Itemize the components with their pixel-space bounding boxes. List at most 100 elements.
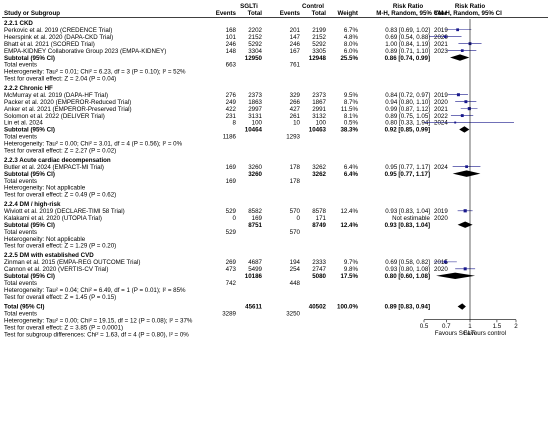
subtotal-total-2: 8749 [312, 222, 326, 229]
subtotal-weight: 17.5% [340, 273, 358, 280]
study-weight: 6.0% [344, 48, 359, 55]
total-diamond [457, 303, 466, 310]
study-total-2: 2991 [312, 106, 326, 113]
header-weight: Weight [337, 10, 358, 17]
subgroup-differences-text: Test for subgroup differences: Chi² = 1.… [4, 332, 189, 339]
x-tick-label: 1.5 [493, 323, 502, 330]
grand-total-events-1: 3289 [222, 311, 236, 318]
study-events-2: 427 [290, 106, 301, 113]
study-total-1: 2152 [248, 34, 262, 41]
study-events-2: 201 [290, 27, 301, 34]
total-events-1: 169 [226, 178, 237, 185]
total-events-1: 529 [226, 229, 237, 236]
study-point [456, 28, 460, 32]
study-weight: 6.4% [344, 164, 359, 171]
study-point [444, 35, 447, 38]
subtotal-label: Subtotal (95% CI) [4, 273, 55, 280]
total-events-label: Total events [4, 134, 37, 141]
study-year: 2019 [434, 27, 448, 34]
overall-effect-text: Test for overall effect: Z = 0.49 (P = 0… [4, 192, 116, 199]
total-events-1: 742 [226, 280, 237, 287]
study-events-2: 329 [290, 92, 301, 99]
total-events-label: Total events [4, 229, 37, 236]
subtotal-diamond [457, 221, 473, 228]
study-label: Zinman et al. 2015 (EMPA-REG OUTCOME Tri… [4, 259, 140, 266]
study-events-1: 168 [226, 27, 237, 34]
subtotal-total-2: 3262 [312, 171, 326, 178]
study-total-1: 5499 [248, 266, 262, 273]
heterogeneity-text: Heterogeneity: Tau² = 0.04; Chi² = 6.49,… [4, 287, 186, 294]
study-events-2: 178 [290, 164, 301, 171]
study-weight: 9.5% [344, 92, 359, 99]
study-year: 2020 [434, 34, 448, 41]
header-events-1: Events [216, 10, 237, 17]
subtotal-diamond [436, 272, 476, 279]
study-events-2: 254 [290, 266, 301, 273]
study-year: 2024 [434, 164, 448, 171]
study-ci: 0.94 [0.80, 1.10] [385, 99, 430, 106]
study-total-2: 1867 [312, 99, 326, 106]
study-weight: 9.7% [344, 259, 359, 266]
study-total-1: 1863 [248, 99, 262, 106]
subtotal-total-1: 3260 [248, 171, 262, 178]
total-total-1: 45611 [245, 304, 262, 311]
study-year: 2019 [434, 208, 448, 215]
study-label: Cannon et al. 2020 (VERTIS-CV Trial) [4, 266, 108, 273]
study-events-2: 0 [297, 215, 301, 222]
overall-effect-text: Test for overall effect: Z = 1.45 (P = 0… [4, 294, 116, 301]
study-total-1: 3260 [248, 164, 262, 171]
study-year: 2020 [434, 266, 448, 273]
study-events-1: 169 [226, 164, 237, 171]
study-ci: 0.83 [0.69, 1.02] [385, 27, 430, 34]
study-ci: 0.89 [0.71, 1.10] [385, 48, 430, 55]
header-study: Study or Subgroup [4, 10, 60, 17]
study-events-1: 231 [226, 113, 237, 120]
study-total-1: 2997 [248, 106, 262, 113]
study-total-2: 171 [316, 215, 327, 222]
total-events-label: Total events [4, 62, 37, 69]
study-year: 2020 [434, 99, 448, 106]
study-label: Bhatt et al. 2021 (SCORED Trial) [4, 41, 95, 48]
subtotal-total-1: 12950 [245, 55, 263, 62]
subtotal-diamond [459, 126, 470, 133]
study-events-2: 266 [290, 99, 301, 106]
subtotal-total-2: 12948 [309, 55, 327, 62]
total-weight: 100.0% [337, 304, 358, 311]
study-year: 2024 [434, 120, 448, 127]
grand-heterogeneity-text: Heterogeneity: Tau² = 0.00; Chi² = 19.15… [4, 318, 193, 325]
subtotal-label: Subtotal (95% CI) [4, 171, 55, 178]
total-events-2: 448 [290, 280, 301, 287]
study-events-1: 101 [226, 34, 237, 41]
total-events-2: 1293 [286, 134, 300, 141]
study-year: 2019 [434, 92, 448, 99]
grand-total-events-label: Total events [4, 311, 37, 318]
subtotal-label: Subtotal (95% CI) [4, 222, 55, 229]
subtotal-total-1: 8751 [248, 222, 262, 229]
subgroup-title: 2.2.5 DM with established CVD [4, 252, 94, 259]
header-events-2: Events [280, 10, 301, 17]
study-year: 2021 [434, 106, 448, 113]
header-year: Year [434, 10, 448, 17]
study-total-2: 100 [316, 120, 327, 127]
study-label: Butler et al. 2024 (EMPACT-MI Trial) [4, 164, 104, 171]
study-ci: 1.00 [0.84, 1.19] [385, 41, 430, 48]
study-total-1: 3131 [248, 113, 262, 120]
study-total-2: 3262 [312, 164, 326, 171]
study-weight: 4.8% [344, 34, 359, 41]
x-tick-label: 2 [514, 323, 518, 330]
study-events-1: 249 [226, 99, 237, 106]
subgroup-title: 2.2.4 DM / high-risk [4, 201, 61, 208]
heterogeneity-text: Heterogeneity: Not applicable [4, 185, 86, 192]
study-total-1: 100 [252, 120, 263, 127]
subtotal-ci: 0.95 [0.77, 1.17] [385, 171, 430, 178]
overall-effect-text: Test for overall effect: Z = 1.29 (P = 0… [4, 243, 116, 250]
study-ci: 0.84 [0.72, 0.97] [385, 92, 430, 99]
study-year: 2021 [434, 41, 448, 48]
study-total-2: 2373 [312, 92, 326, 99]
study-events-2: 10 [293, 120, 300, 127]
study-total-1: 8582 [248, 208, 262, 215]
study-year: 2022 [434, 113, 448, 120]
study-point [443, 260, 447, 264]
header-group-sgltI: SGLTi [240, 3, 258, 10]
heterogeneity-text: Heterogeneity: Not applicable [4, 236, 86, 243]
